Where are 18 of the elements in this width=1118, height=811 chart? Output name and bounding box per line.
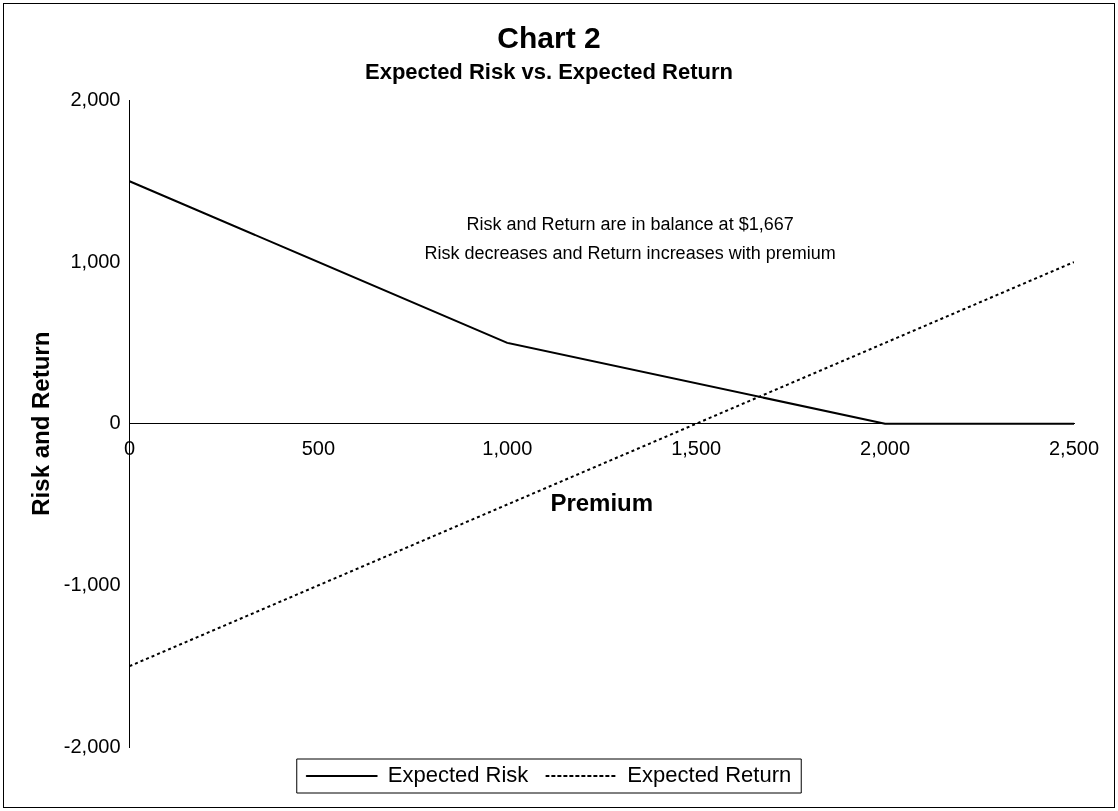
x-axis-title: Premium xyxy=(550,488,654,516)
chart-title: Chart 2 xyxy=(497,21,601,55)
x-tick-label: 2,000 xyxy=(860,437,911,460)
annotation: Risk and Return are in balance at $1,667 xyxy=(466,214,794,235)
y-tick-label: 2,000 xyxy=(70,87,121,110)
x-tick-label: 2,500 xyxy=(1048,437,1100,460)
legend-label: Expected Return xyxy=(627,762,792,788)
y-tick-label: 1,000 xyxy=(70,249,121,272)
y-tick-label: 0 xyxy=(109,411,121,434)
y-tick-label: -1,000 xyxy=(63,572,121,595)
annotation: Risk decreases and Return increases with premium xyxy=(424,243,836,264)
chart-subtitle: Expected Risk vs. Expected Return xyxy=(364,59,734,85)
y-tick-label: -2,000 xyxy=(63,734,121,757)
x-tick-label: 500 xyxy=(301,437,336,460)
y-axis-title: Risk and Return xyxy=(27,331,55,516)
x-tick-label: 1,500 xyxy=(671,437,722,460)
x-tick-label: 1,000 xyxy=(482,437,533,460)
legend-label: Expected Risk xyxy=(387,762,530,788)
